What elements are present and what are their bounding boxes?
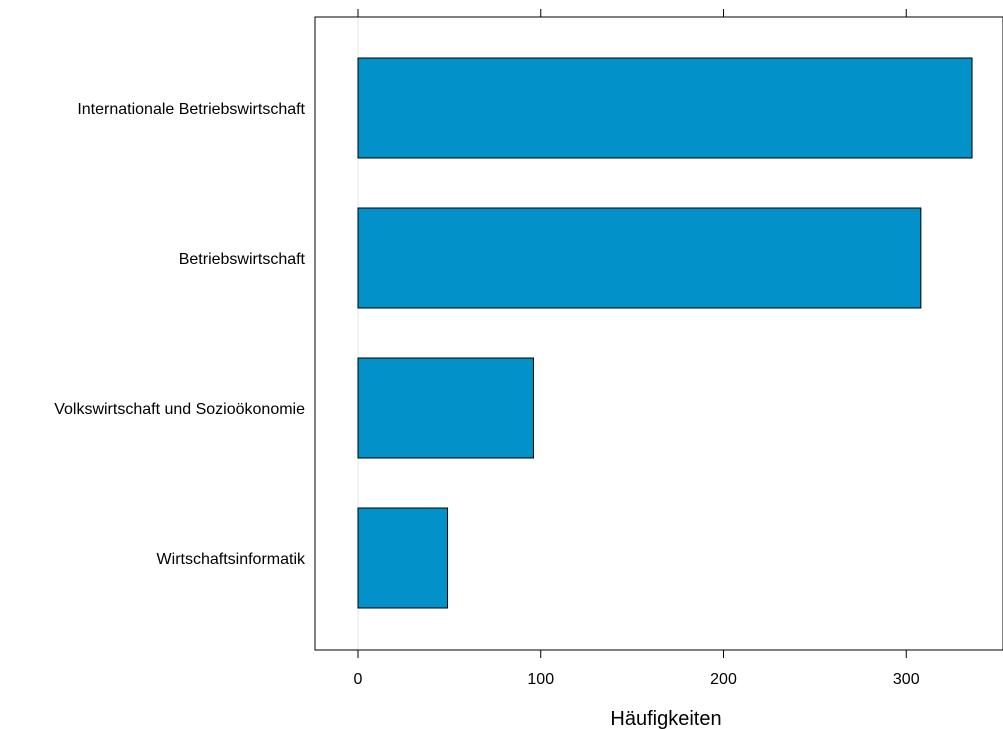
x-tick-label: 0 xyxy=(354,671,363,688)
category-label: Internationale Betriebswirtschaft xyxy=(77,101,305,118)
bar xyxy=(357,357,534,459)
x-tick-label: 300 xyxy=(893,671,920,688)
bar xyxy=(357,507,449,609)
category-label: Betriebswirtschaft xyxy=(179,251,306,268)
x-axis-ticks: 0 100 200 300 xyxy=(354,9,920,688)
category-label: Wirtschaftsinformatik xyxy=(157,551,306,568)
bar xyxy=(357,57,973,159)
category-label-group: Internationale Betriebswirtschaft Betrieb… xyxy=(54,101,306,568)
bar-group xyxy=(357,57,973,609)
x-tick-label: 200 xyxy=(710,671,737,688)
category-label: Volkswirtschaft und Sozioökonomie xyxy=(54,401,305,418)
x-axis-title: Häufigkeiten xyxy=(610,708,721,729)
plot-frame xyxy=(314,16,1003,651)
bar xyxy=(357,207,922,309)
x-tick-label: 100 xyxy=(527,671,554,688)
